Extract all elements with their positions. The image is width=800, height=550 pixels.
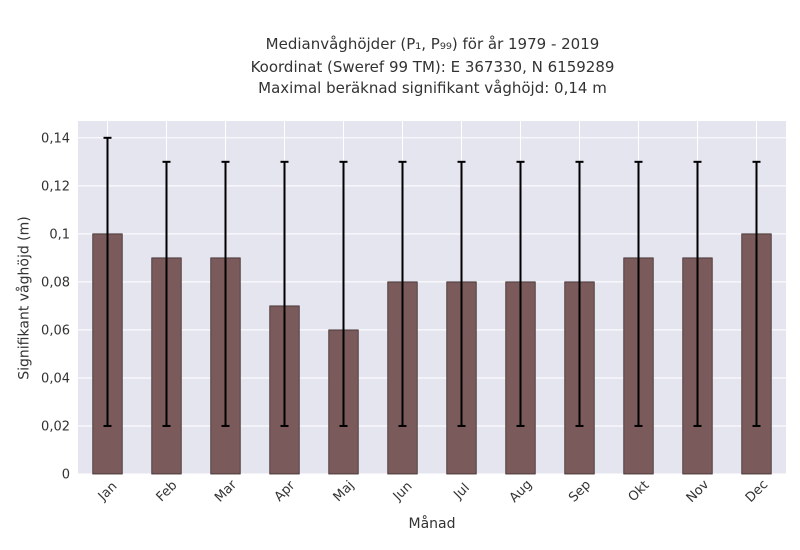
y-tick-label: 0,14 [41, 131, 70, 146]
x-tick-label: Aug [507, 477, 536, 506]
x-tick-label: Nov [684, 477, 713, 506]
y-tick-label: 0,04 [41, 371, 70, 386]
plot-area [78, 121, 786, 474]
x-tick-label: Apr [272, 478, 299, 505]
y-tick-label: 0,1 [49, 227, 70, 242]
chart-title-line-3: Maximal beräknad signifikant våghöjd: 0,… [258, 79, 607, 97]
x-tick-label: Maj [331, 478, 358, 505]
x-tick-label: Mar [212, 477, 240, 505]
y-tick-label: 0,02 [41, 419, 70, 434]
chart-title-line-1: Medianvåghöjder (P₁, P₉₉) för år 1979 - … [265, 35, 600, 53]
x-tick-label: Jun [390, 479, 416, 505]
y-tick-label: 0,12 [41, 179, 70, 194]
x-tick-label: Sep [566, 478, 594, 506]
x-tick-label: Dec [743, 477, 771, 505]
x-tick-label: Okt [626, 478, 653, 505]
x-tick-label: Jan [95, 479, 120, 504]
y-tick-label: 0,06 [41, 323, 70, 338]
x-axis-label: Månad [408, 516, 456, 532]
chart-title-line-2: Koordinat (Sweref 99 TM): E 367330, N 61… [250, 58, 615, 76]
x-tick-label: Jul [450, 481, 472, 503]
x-tick-label: Feb [154, 478, 181, 505]
y-tick-label: 0 [62, 468, 70, 483]
y-tick-label: 0,08 [41, 275, 70, 290]
